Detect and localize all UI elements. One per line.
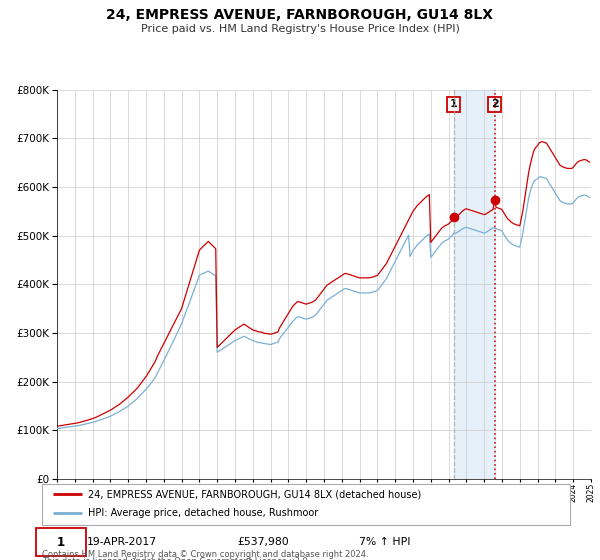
FancyBboxPatch shape [42, 484, 570, 525]
Text: 1: 1 [450, 99, 458, 109]
Text: 2: 2 [491, 99, 499, 109]
FancyBboxPatch shape [35, 528, 86, 557]
Text: HPI: Average price, detached house, Rushmoor: HPI: Average price, detached house, Rush… [88, 508, 319, 519]
Text: 1: 1 [56, 536, 65, 549]
Text: 7% ↑ HPI: 7% ↑ HPI [359, 537, 410, 547]
Text: 19-APR-2017: 19-APR-2017 [87, 537, 157, 547]
Text: 24, EMPRESS AVENUE, FARNBOROUGH, GU14 8LX (detached house): 24, EMPRESS AVENUE, FARNBOROUGH, GU14 8L… [88, 489, 422, 500]
Bar [454, 90, 495, 479]
Text: £537,980: £537,980 [238, 537, 289, 547]
Text: Price paid vs. HM Land Registry's House Price Index (HPI): Price paid vs. HM Land Registry's House … [140, 24, 460, 34]
Text: This data is licensed under the Open Government Licence v3.0.: This data is licensed under the Open Gov… [42, 557, 310, 560]
Text: 24, EMPRESS AVENUE, FARNBOROUGH, GU14 8LX: 24, EMPRESS AVENUE, FARNBOROUGH, GU14 8L… [107, 8, 493, 22]
Text: Contains HM Land Registry data © Crown copyright and database right 2024.: Contains HM Land Registry data © Crown c… [42, 550, 368, 559]
